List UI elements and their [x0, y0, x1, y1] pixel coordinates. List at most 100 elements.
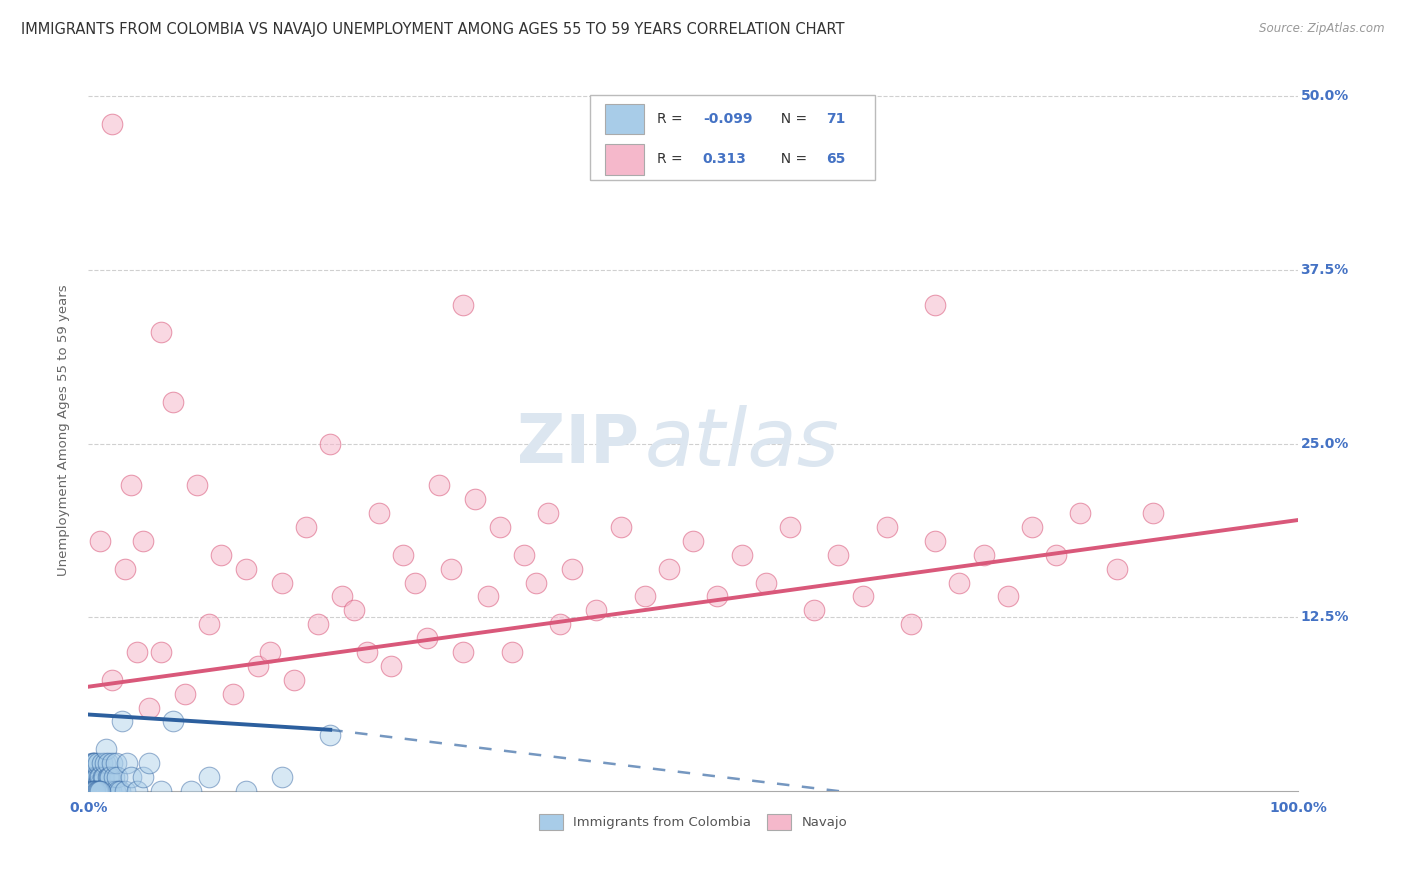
Point	[235, 784, 257, 798]
Point	[86, 770, 108, 784]
Point	[87, 784, 110, 798]
Y-axis label: Unemployment Among Ages 55 to 59 years: Unemployment Among Ages 55 to 59 years	[58, 284, 70, 575]
Point	[162, 714, 184, 729]
Point	[107, 784, 129, 798]
Point	[548, 617, 571, 632]
Point	[89, 784, 111, 798]
Point	[80, 770, 103, 784]
Point	[343, 603, 366, 617]
Point	[125, 645, 148, 659]
Point	[89, 770, 111, 784]
Point	[80, 784, 103, 798]
Point	[634, 590, 657, 604]
Point	[111, 714, 134, 729]
Point	[105, 756, 128, 771]
Text: -0.099: -0.099	[703, 112, 752, 126]
Point	[1045, 548, 1067, 562]
Point	[464, 492, 486, 507]
Point	[380, 659, 402, 673]
Point	[114, 784, 136, 798]
Point	[101, 117, 124, 131]
Text: 37.5%: 37.5%	[1301, 263, 1348, 277]
Point	[501, 645, 523, 659]
Point	[80, 784, 103, 798]
Point	[83, 784, 105, 798]
Point	[198, 617, 221, 632]
Point	[270, 770, 292, 784]
Point	[80, 756, 103, 771]
Point	[1069, 506, 1091, 520]
Point	[900, 617, 922, 632]
Point	[149, 326, 172, 340]
Point	[125, 784, 148, 798]
Point	[755, 575, 778, 590]
Point	[973, 548, 995, 562]
Point	[682, 533, 704, 548]
Point	[162, 395, 184, 409]
Point	[270, 575, 292, 590]
Text: R =: R =	[657, 153, 688, 166]
Point	[86, 777, 108, 791]
Point	[101, 756, 124, 771]
Point	[87, 784, 110, 798]
Point	[89, 784, 111, 798]
Point	[131, 533, 153, 548]
Point	[585, 603, 607, 617]
Point	[537, 506, 560, 520]
Point	[97, 770, 120, 784]
Point	[180, 784, 202, 798]
Bar	[605, 103, 644, 135]
Text: 71: 71	[827, 112, 845, 126]
Point	[82, 784, 104, 798]
Point	[367, 506, 389, 520]
Point	[138, 700, 160, 714]
Point	[924, 298, 946, 312]
Point	[658, 561, 681, 575]
Text: R =: R =	[657, 112, 688, 126]
Point	[79, 784, 101, 798]
Point	[416, 631, 439, 645]
Point	[90, 756, 112, 771]
Point	[1021, 520, 1043, 534]
Point	[94, 784, 117, 798]
Text: N =: N =	[772, 153, 811, 166]
Point	[94, 756, 117, 771]
Point	[97, 756, 120, 771]
Point	[79, 770, 101, 784]
Point	[924, 533, 946, 548]
Point	[283, 673, 305, 687]
Text: IMMIGRANTS FROM COLOMBIA VS NAVAJO UNEMPLOYMENT AMONG AGES 55 TO 59 YEARS CORREL: IMMIGRANTS FROM COLOMBIA VS NAVAJO UNEMP…	[21, 22, 845, 37]
Point	[295, 520, 318, 534]
Point	[84, 756, 107, 771]
Point	[391, 548, 413, 562]
Point	[96, 784, 118, 798]
Point	[779, 520, 801, 534]
Point	[488, 520, 510, 534]
Point	[100, 784, 122, 798]
Point	[103, 770, 125, 784]
Point	[82, 770, 104, 784]
Point	[89, 770, 111, 784]
Point	[91, 770, 114, 784]
Point	[84, 784, 107, 798]
Point	[86, 784, 108, 798]
Text: 65: 65	[827, 153, 845, 166]
Point	[115, 756, 138, 771]
Point	[104, 784, 127, 798]
Point	[90, 784, 112, 798]
Point	[1142, 506, 1164, 520]
Point	[97, 770, 120, 784]
Point	[87, 777, 110, 791]
Point	[87, 756, 110, 771]
Point	[524, 575, 547, 590]
Point	[307, 617, 329, 632]
Point	[86, 784, 108, 798]
Point	[235, 561, 257, 575]
Point	[948, 575, 970, 590]
Point	[356, 645, 378, 659]
Point	[440, 561, 463, 575]
Point	[89, 784, 111, 798]
Point	[209, 548, 232, 562]
Point	[82, 784, 104, 798]
Point	[97, 784, 120, 798]
